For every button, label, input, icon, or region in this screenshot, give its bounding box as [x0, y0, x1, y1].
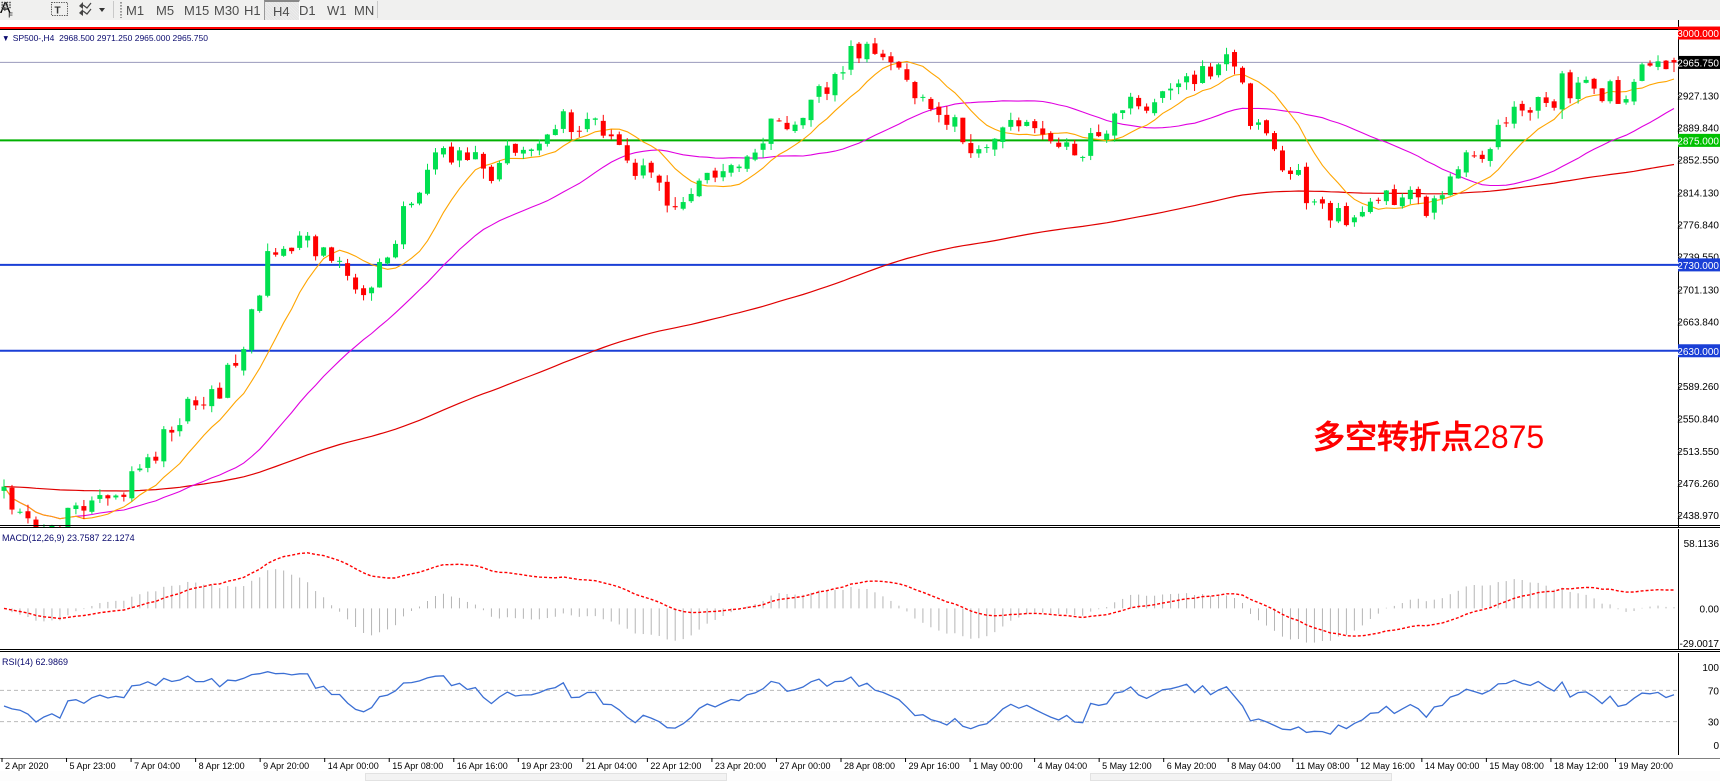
- svg-text:F: F: [8, 11, 13, 20]
- svg-text:2 Apr 2020: 2 Apr 2020: [5, 761, 49, 771]
- svg-text:2550.840: 2550.840: [1677, 415, 1719, 426]
- svg-text:29 Apr 16:00: 29 Apr 16:00: [909, 761, 960, 771]
- svg-text:16 Apr 16:00: 16 Apr 16:00: [457, 761, 508, 771]
- svg-text:2513.550: 2513.550: [1677, 447, 1719, 458]
- svg-text:27 Apr 00:00: 27 Apr 00:00: [779, 761, 830, 771]
- svg-text:15 May 08:00: 15 May 08:00: [1489, 761, 1544, 771]
- svg-text:2630.000: 2630.000: [1677, 347, 1719, 358]
- svg-text:1 May 00:00: 1 May 00:00: [973, 761, 1023, 771]
- svg-text:-29.0017: -29.0017: [1680, 639, 1720, 649]
- svg-text:T: T: [55, 6, 61, 17]
- svg-text:2927.130: 2927.130: [1677, 92, 1719, 103]
- svg-text:2589.260: 2589.260: [1677, 382, 1719, 393]
- svg-text:2776.840: 2776.840: [1677, 221, 1719, 232]
- svg-text:2476.260: 2476.260: [1677, 479, 1719, 490]
- svg-text:8 Apr 12:00: 8 Apr 12:00: [199, 761, 245, 771]
- svg-text:3000.000: 3000.000: [1677, 29, 1719, 40]
- svg-text:14 Apr 00:00: 14 Apr 00:00: [328, 761, 379, 771]
- svg-text:5 Apr 23:00: 5 Apr 23:00: [70, 761, 116, 771]
- svg-text:30: 30: [1708, 718, 1720, 729]
- svg-text:9 Apr 20:00: 9 Apr 20:00: [263, 761, 309, 771]
- svg-text:0: 0: [1713, 741, 1719, 752]
- svg-text:23 Apr 20:00: 23 Apr 20:00: [715, 761, 766, 771]
- svg-text:18 May 12:00: 18 May 12:00: [1554, 761, 1609, 771]
- svg-text:8 May 04:00: 8 May 04:00: [1231, 761, 1281, 771]
- svg-text:7 Apr 04:00: 7 Apr 04:00: [134, 761, 180, 771]
- svg-text:6 May 20:00: 6 May 20:00: [1167, 761, 1217, 771]
- svg-text:2663.840: 2663.840: [1677, 318, 1719, 329]
- svg-text:12 May 16:00: 12 May 16:00: [1360, 761, 1415, 771]
- svg-text:100: 100: [1702, 663, 1719, 674]
- svg-text:15 Apr 08:00: 15 Apr 08:00: [392, 761, 443, 771]
- svg-text:70: 70: [1708, 686, 1720, 697]
- svg-text:2965.750: 2965.750: [1677, 58, 1719, 69]
- svg-text:22 Apr 12:00: 22 Apr 12:00: [650, 761, 701, 771]
- svg-text:2814.130: 2814.130: [1677, 189, 1719, 200]
- svg-text:2889.840: 2889.840: [1677, 124, 1719, 135]
- svg-text:2438.970: 2438.970: [1677, 511, 1719, 522]
- svg-text:5 May 12:00: 5 May 12:00: [1102, 761, 1152, 771]
- svg-text:多空转折点2875: 多空转折点2875: [1313, 419, 1544, 455]
- svg-text:2852.550: 2852.550: [1677, 156, 1719, 167]
- svg-text:14 May 00:00: 14 May 00:00: [1425, 761, 1480, 771]
- svg-text:2875.000: 2875.000: [1677, 136, 1719, 147]
- svg-text:28 Apr 08:00: 28 Apr 08:00: [844, 761, 895, 771]
- svg-text:58.1136: 58.1136: [1684, 539, 1720, 550]
- svg-text:19 May 20:00: 19 May 20:00: [1618, 761, 1673, 771]
- svg-text:0.00: 0.00: [1700, 604, 1720, 615]
- svg-text:11 May 08:00: 11 May 08:00: [1296, 761, 1350, 771]
- svg-text:4 May 04:00: 4 May 04:00: [1038, 761, 1088, 771]
- svg-text:21 Apr 04:00: 21 Apr 04:00: [586, 761, 637, 771]
- svg-text:19 Apr 23:00: 19 Apr 23:00: [521, 761, 572, 771]
- svg-text:2730.000: 2730.000: [1677, 261, 1719, 272]
- svg-text:2701.130: 2701.130: [1677, 286, 1719, 297]
